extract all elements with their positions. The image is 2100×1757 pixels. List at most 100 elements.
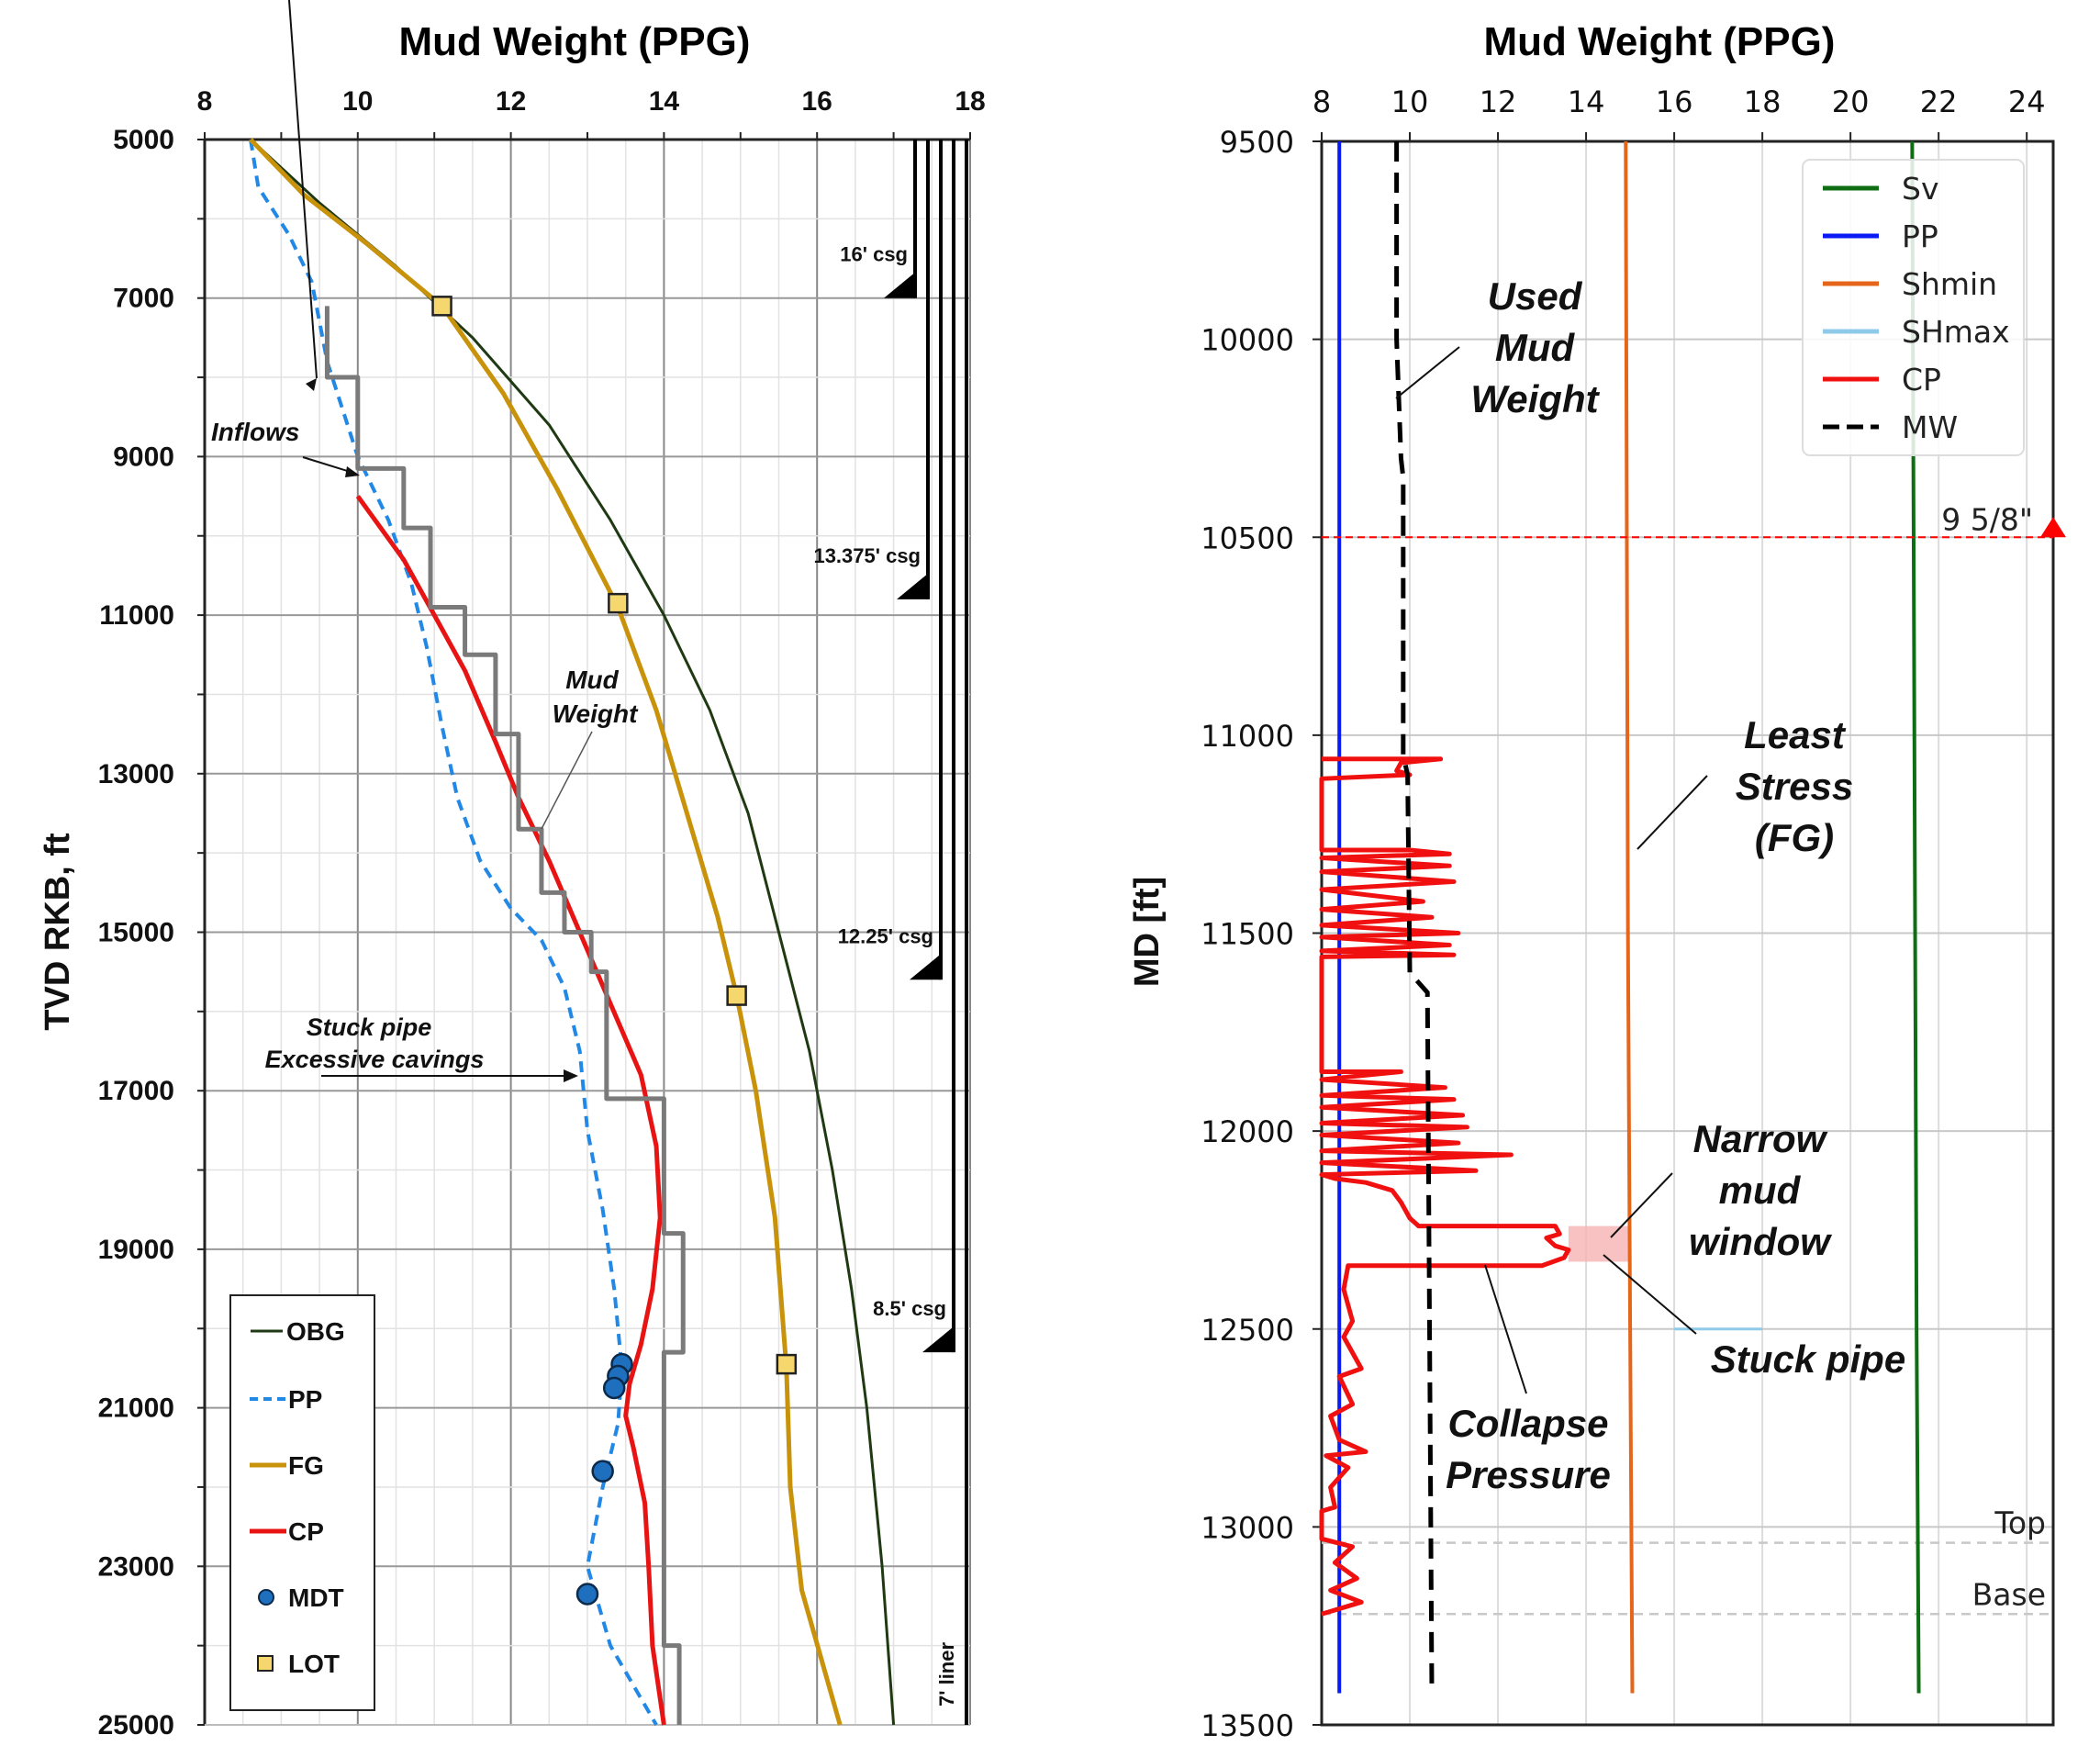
left-legend-box bbox=[229, 1294, 375, 1711]
marker-mdt bbox=[602, 1376, 626, 1400]
y-tick-label: 9500 bbox=[1220, 125, 1294, 160]
y-tick-label: 5000 bbox=[113, 125, 174, 155]
legend-shmin-label: Shmin bbox=[1902, 266, 1997, 302]
series-shmin bbox=[1624, 140, 1635, 1694]
y-tick-label: 12500 bbox=[1201, 1313, 1294, 1348]
inflows-arrowhead-1 bbox=[306, 378, 317, 391]
annotation-mud-weight-2: Weight bbox=[553, 699, 639, 728]
right-legend: Sv PP Shmin SHmax CP MW bbox=[1802, 159, 2025, 456]
casing-shoe-label: 9 5/8" bbox=[1941, 501, 2033, 537]
collapse-pressure-leader bbox=[1484, 1264, 1527, 1394]
marker-lot bbox=[776, 1353, 798, 1375]
x-tick-label: 18 bbox=[955, 86, 985, 117]
marker-lot bbox=[608, 592, 629, 614]
stuck-pipe-leader bbox=[1603, 1254, 1697, 1335]
y-tick-label: 13000 bbox=[1201, 1510, 1294, 1545]
legend-obg-label: OBG bbox=[286, 1317, 345, 1346]
y-tick-label: 17000 bbox=[98, 1076, 174, 1106]
annotation-stuck-pipe-2: Excessive cavings bbox=[265, 1046, 485, 1073]
legend-mdt-marker bbox=[258, 1589, 274, 1606]
y-tick-label: 12000 bbox=[1201, 1114, 1294, 1149]
y-tick-label: 9000 bbox=[113, 442, 174, 472]
x-tick-label: 18 bbox=[1744, 84, 1782, 119]
formation-base-label: Base bbox=[1972, 1576, 2046, 1612]
casing-label: 13.375' csg bbox=[813, 544, 921, 567]
y-tick-label: 11000 bbox=[99, 600, 174, 631]
annotation-narrow-window-1: Narrow bbox=[1693, 1117, 1828, 1160]
annotation-used-mud-weight-3: Weight bbox=[1470, 377, 1600, 420]
casing-label: 7' liner bbox=[935, 1642, 958, 1707]
marker-mdt bbox=[575, 1583, 599, 1606]
x-tick-label: 14 bbox=[1568, 84, 1605, 119]
casing-label: 16' csg bbox=[840, 243, 908, 266]
x-tick-label: 8 bbox=[197, 86, 213, 117]
annotation-used-mud-weight-2: Mud bbox=[1495, 326, 1576, 369]
marker-mdt bbox=[591, 1460, 614, 1483]
series-mud-weight bbox=[324, 306, 686, 1725]
y-tick-label: 23000 bbox=[98, 1551, 174, 1582]
legend-cp-label: CP bbox=[288, 1517, 324, 1546]
right-chart-title: Mud Weight (PPG) bbox=[1484, 19, 1836, 64]
legend-pp-label: PP bbox=[288, 1385, 322, 1414]
y-tick-label: 13500 bbox=[1201, 1708, 1294, 1743]
casing-shoe-icon bbox=[2040, 517, 2066, 538]
inflows-arrowhead-2 bbox=[345, 466, 360, 477]
series-mw bbox=[1394, 141, 1435, 1694]
marker-lot bbox=[431, 296, 452, 317]
x-tick-label: 8 bbox=[1312, 84, 1331, 119]
left-annotations: Inflows Mud Weight Stuck pipe Excessive … bbox=[211, 0, 639, 1082]
y-tick-label: 25000 bbox=[98, 1710, 174, 1740]
y-tick-label: 10000 bbox=[1201, 323, 1294, 358]
y-tick-label: 19000 bbox=[98, 1235, 174, 1265]
legend-pp-label: PP bbox=[1902, 218, 1938, 254]
stuck-pipe-arrowhead bbox=[564, 1069, 578, 1082]
x-tick-label: 10 bbox=[342, 86, 373, 117]
x-tick-label: 16 bbox=[1656, 84, 1693, 119]
inflows-arrow-1 bbox=[288, 0, 318, 379]
y-tick-label: 13000 bbox=[98, 759, 174, 789]
annotation-narrow-window-3: window bbox=[1689, 1220, 1832, 1263]
right-annotations: Used Mud Weight Least Stress (FG) Narrow… bbox=[1395, 274, 1905, 1496]
x-tick-label: 10 bbox=[1391, 84, 1429, 119]
marker-lot bbox=[726, 985, 747, 1006]
legend-mw-label: MW bbox=[1902, 409, 1958, 445]
annotation-used-mud-weight-1: Used bbox=[1488, 274, 1583, 318]
legend-fg-label: FG bbox=[288, 1451, 324, 1480]
mud-weight-leader bbox=[541, 731, 593, 830]
right-y-axis-label: MD [ft] bbox=[1128, 877, 1167, 987]
legend-shmax-label: SHmax bbox=[1902, 314, 2010, 350]
formation-top-label: Top bbox=[1994, 1505, 2046, 1541]
legend-mdt-label: MDT bbox=[288, 1584, 344, 1612]
casing-shoe-icon bbox=[884, 272, 915, 298]
legend-cp-label: CP bbox=[1902, 362, 1941, 397]
x-tick-label: 12 bbox=[496, 86, 526, 117]
annotation-narrow-window-2: mud bbox=[1719, 1169, 1802, 1212]
y-tick-label: 15000 bbox=[98, 918, 174, 948]
y-tick-label: 21000 bbox=[98, 1393, 174, 1424]
annotation-collapse-pressure-2: Pressure bbox=[1446, 1453, 1611, 1496]
series-cp bbox=[1319, 756, 1571, 1617]
x-tick-label: 14 bbox=[649, 86, 680, 117]
casing-shoe-icon bbox=[897, 573, 928, 599]
least-stress-leader bbox=[1636, 775, 1708, 850]
x-tick-label: 22 bbox=[1920, 84, 1958, 119]
annotation-least-stress-1: Least bbox=[1744, 713, 1847, 756]
left-legend: OBG PP FG CP MDT LOT bbox=[229, 1294, 375, 1711]
y-tick-label: 11000 bbox=[1201, 719, 1294, 754]
series-pp bbox=[249, 139, 658, 1727]
narrow-window-leader bbox=[1610, 1172, 1673, 1238]
x-tick-label: 24 bbox=[2008, 84, 2046, 119]
legend-sv-label: Sv bbox=[1902, 171, 1938, 207]
casing-label: 12.25' csg bbox=[838, 924, 933, 947]
annotation-stuck-pipe-1: Stuck pipe bbox=[307, 1013, 432, 1041]
x-tick-label: 12 bbox=[1480, 84, 1517, 119]
y-tick-label: 11500 bbox=[1201, 917, 1294, 952]
legend-lot-marker bbox=[257, 1655, 274, 1672]
y-tick-label: 7000 bbox=[113, 284, 174, 314]
casing-shoe-icon bbox=[922, 1326, 954, 1353]
annotation-least-stress-3: (FG) bbox=[1755, 816, 1834, 859]
casing-label: 8.5' csg bbox=[873, 1297, 946, 1320]
x-tick-label: 16 bbox=[802, 86, 832, 117]
casing-shoe-icon bbox=[910, 954, 941, 980]
